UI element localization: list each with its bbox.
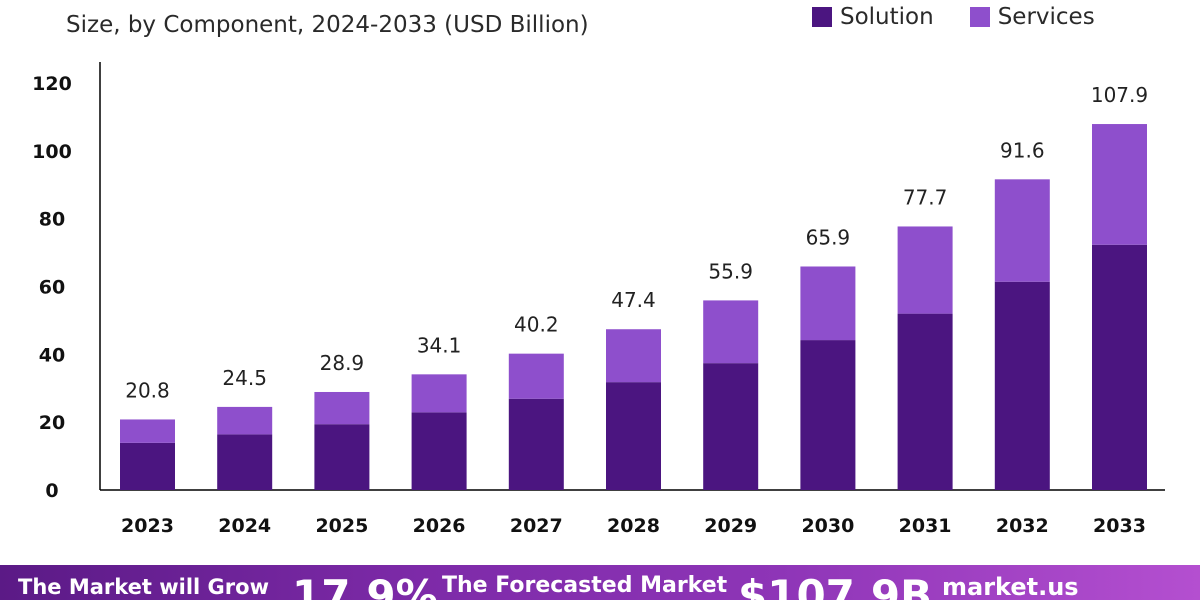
bar-solution-2023 — [120, 442, 175, 490]
x-tick-label: 2033 — [1093, 515, 1146, 537]
x-tick-label: 2028 — [607, 515, 660, 537]
bar-total-label: 40.2 — [514, 313, 559, 337]
footer-cagr: 17.9% — [292, 571, 438, 600]
bar-services-2031 — [897, 226, 953, 314]
x-tick-label: 2029 — [704, 515, 757, 537]
stacked-bar-chart: 0 20 40 60 80 100 120 20.8 2023 24.5 2024 28.9 2025 3… — [32, 62, 1165, 537]
bar-total-label: 20.8 — [125, 378, 170, 402]
y-tick-label: 100 — [32, 141, 72, 163]
bar-services-2032 — [994, 179, 1050, 282]
legend-item-solution: Solution — [812, 4, 934, 30]
bar-solution-2030 — [800, 340, 856, 490]
bar-solution-2025 — [314, 424, 370, 490]
x-tick-label: 2024 — [218, 515, 271, 537]
legend-item-services: Services — [969, 4, 1095, 30]
footer-forecast-value: $107.9B — [738, 571, 933, 600]
bar-total-label: 28.9 — [320, 351, 365, 375]
legend-label-solution: Solution — [840, 4, 934, 30]
bar-solution-2033 — [1092, 244, 1147, 490]
bar-services-2025 — [314, 391, 370, 425]
bar-services-2030 — [800, 266, 856, 341]
bar-total-label: 55.9 — [708, 259, 753, 283]
legend-swatch-services — [969, 7, 990, 27]
bar-solution-2024 — [217, 434, 273, 490]
bar-total-label: 77.7 — [903, 185, 948, 209]
legend-swatch-solution — [812, 7, 832, 27]
bar-services-2023 — [120, 419, 175, 443]
x-tick-label: 2031 — [899, 515, 952, 537]
bar-total-label: 65.9 — [806, 225, 851, 249]
bar-solution-2029 — [703, 363, 759, 490]
bar-services-2033 — [1092, 124, 1147, 245]
y-tick-label: 60 — [39, 277, 65, 299]
legend-label-services: Services — [997, 4, 1095, 30]
x-tick-label: 2030 — [801, 515, 854, 537]
y-tick-label: 40 — [39, 344, 65, 366]
chart-subtitle: Size, by Component, 2024-2033 (USD Billi… — [66, 12, 589, 38]
footer-forecast-text: The Forecasted Market — [442, 573, 728, 598]
y-tick-label: 120 — [32, 73, 72, 95]
bar-services-2028 — [606, 329, 661, 383]
bar-total-label: 34.1 — [417, 333, 462, 357]
y-tick-label: 80 — [39, 209, 65, 231]
bar-solution-2031 — [897, 313, 953, 490]
bar-services-2029 — [703, 300, 759, 364]
bar-solution-2026 — [411, 412, 467, 490]
x-tick-label: 2026 — [413, 515, 466, 537]
bar-solution-2032 — [994, 281, 1050, 490]
bar-services-2027 — [508, 353, 564, 399]
footer-banner: The Market will Grow 17.9% The Forecaste… — [0, 565, 1200, 600]
bar-services-2024 — [217, 406, 273, 435]
bar-total-label: 107.9 — [1091, 83, 1148, 107]
chart-legend: Solution Services — [812, 4, 1131, 30]
y-tick-label: 20 — [39, 412, 65, 434]
y-tick-label: 0 — [45, 480, 58, 502]
bar-total-label: 91.6 — [1000, 138, 1045, 162]
bar-solution-2027 — [508, 398, 564, 490]
x-tick-label: 2023 — [121, 515, 174, 537]
footer-grow-text: The Market will Grow — [18, 575, 269, 599]
x-tick-label: 2027 — [510, 515, 563, 537]
bar-total-label: 47.4 — [611, 288, 656, 312]
bar-solution-2028 — [606, 382, 661, 490]
x-tick-label: 2032 — [996, 515, 1049, 537]
x-tick-label: 2025 — [315, 515, 368, 537]
footer-brand: market.us — [942, 573, 1079, 600]
bar-total-label: 24.5 — [222, 366, 267, 390]
bar-services-2026 — [411, 374, 467, 413]
